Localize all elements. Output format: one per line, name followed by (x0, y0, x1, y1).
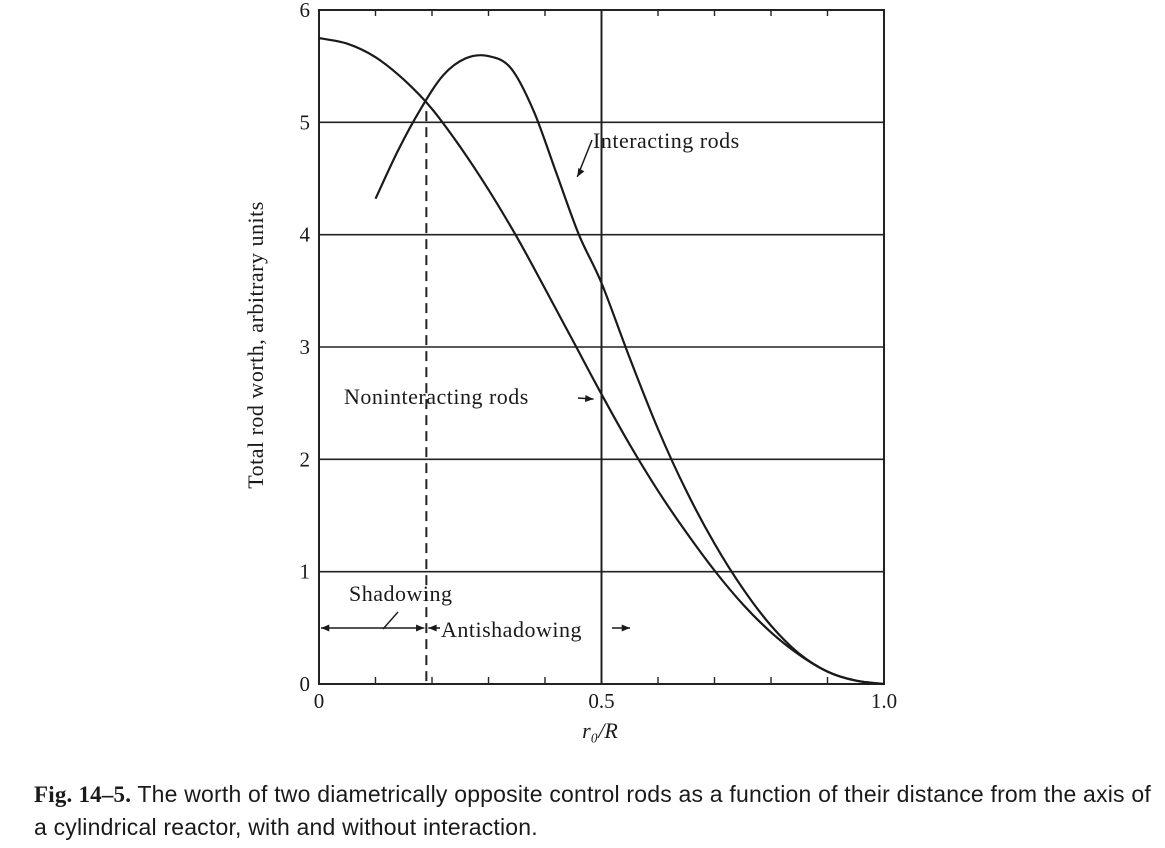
arrow-noninteracting (584, 395, 594, 403)
x-tick-label: 0.5 (588, 689, 614, 713)
caption-fig-label: Fig. 14–5. (34, 782, 132, 807)
shadowing-arrowhead-left (321, 624, 330, 632)
annotations: Interacting rods Noninteracting rods Shado… (321, 128, 740, 642)
annotation-interacting-rods: Interacting rods (593, 128, 740, 153)
series-line-interacting (374, 54, 885, 686)
y-tick-label: 3 (300, 335, 311, 359)
series-line-noninteracting (318, 37, 885, 686)
x-axis-title: r₀/R (582, 718, 618, 743)
figure-caption: Fig. 14–5. The worth of two diametricall… (34, 778, 1159, 843)
shadowing-leader (382, 611, 399, 630)
x-tick-label: 0 (314, 689, 325, 713)
antishadowing-arrowhead-left (428, 624, 437, 632)
tick-labels: 0 1 2 3 4 5 6 0 0.5 1.0 (300, 0, 898, 713)
y-tick-label: 5 (300, 110, 311, 134)
antishadowing-arrowhead-right (621, 624, 630, 632)
annotation-shadowing: Shadowing (349, 581, 453, 606)
series-group (318, 37, 885, 686)
y-tick-label: 6 (300, 0, 311, 22)
y-tick-label: 4 (300, 223, 311, 247)
annotation-antishadowing: Antishadowing (441, 617, 582, 642)
y-axis-title: Total rod worth, arbitrary units (243, 201, 268, 489)
x-tick-label: 1.0 (871, 689, 897, 713)
annotation-noninteracting-rods: Noninteracting rods (344, 384, 529, 409)
shadowing-arrowhead-right (416, 624, 425, 632)
caption-text: The worth of two diametrically opposite … (34, 781, 1151, 840)
y-tick-label: 0 (300, 672, 311, 696)
arrow-interacting (577, 167, 585, 177)
y-tick-label: 2 (300, 447, 311, 471)
plot-frame (318, 9, 885, 685)
y-tick-label: 1 (300, 560, 311, 584)
